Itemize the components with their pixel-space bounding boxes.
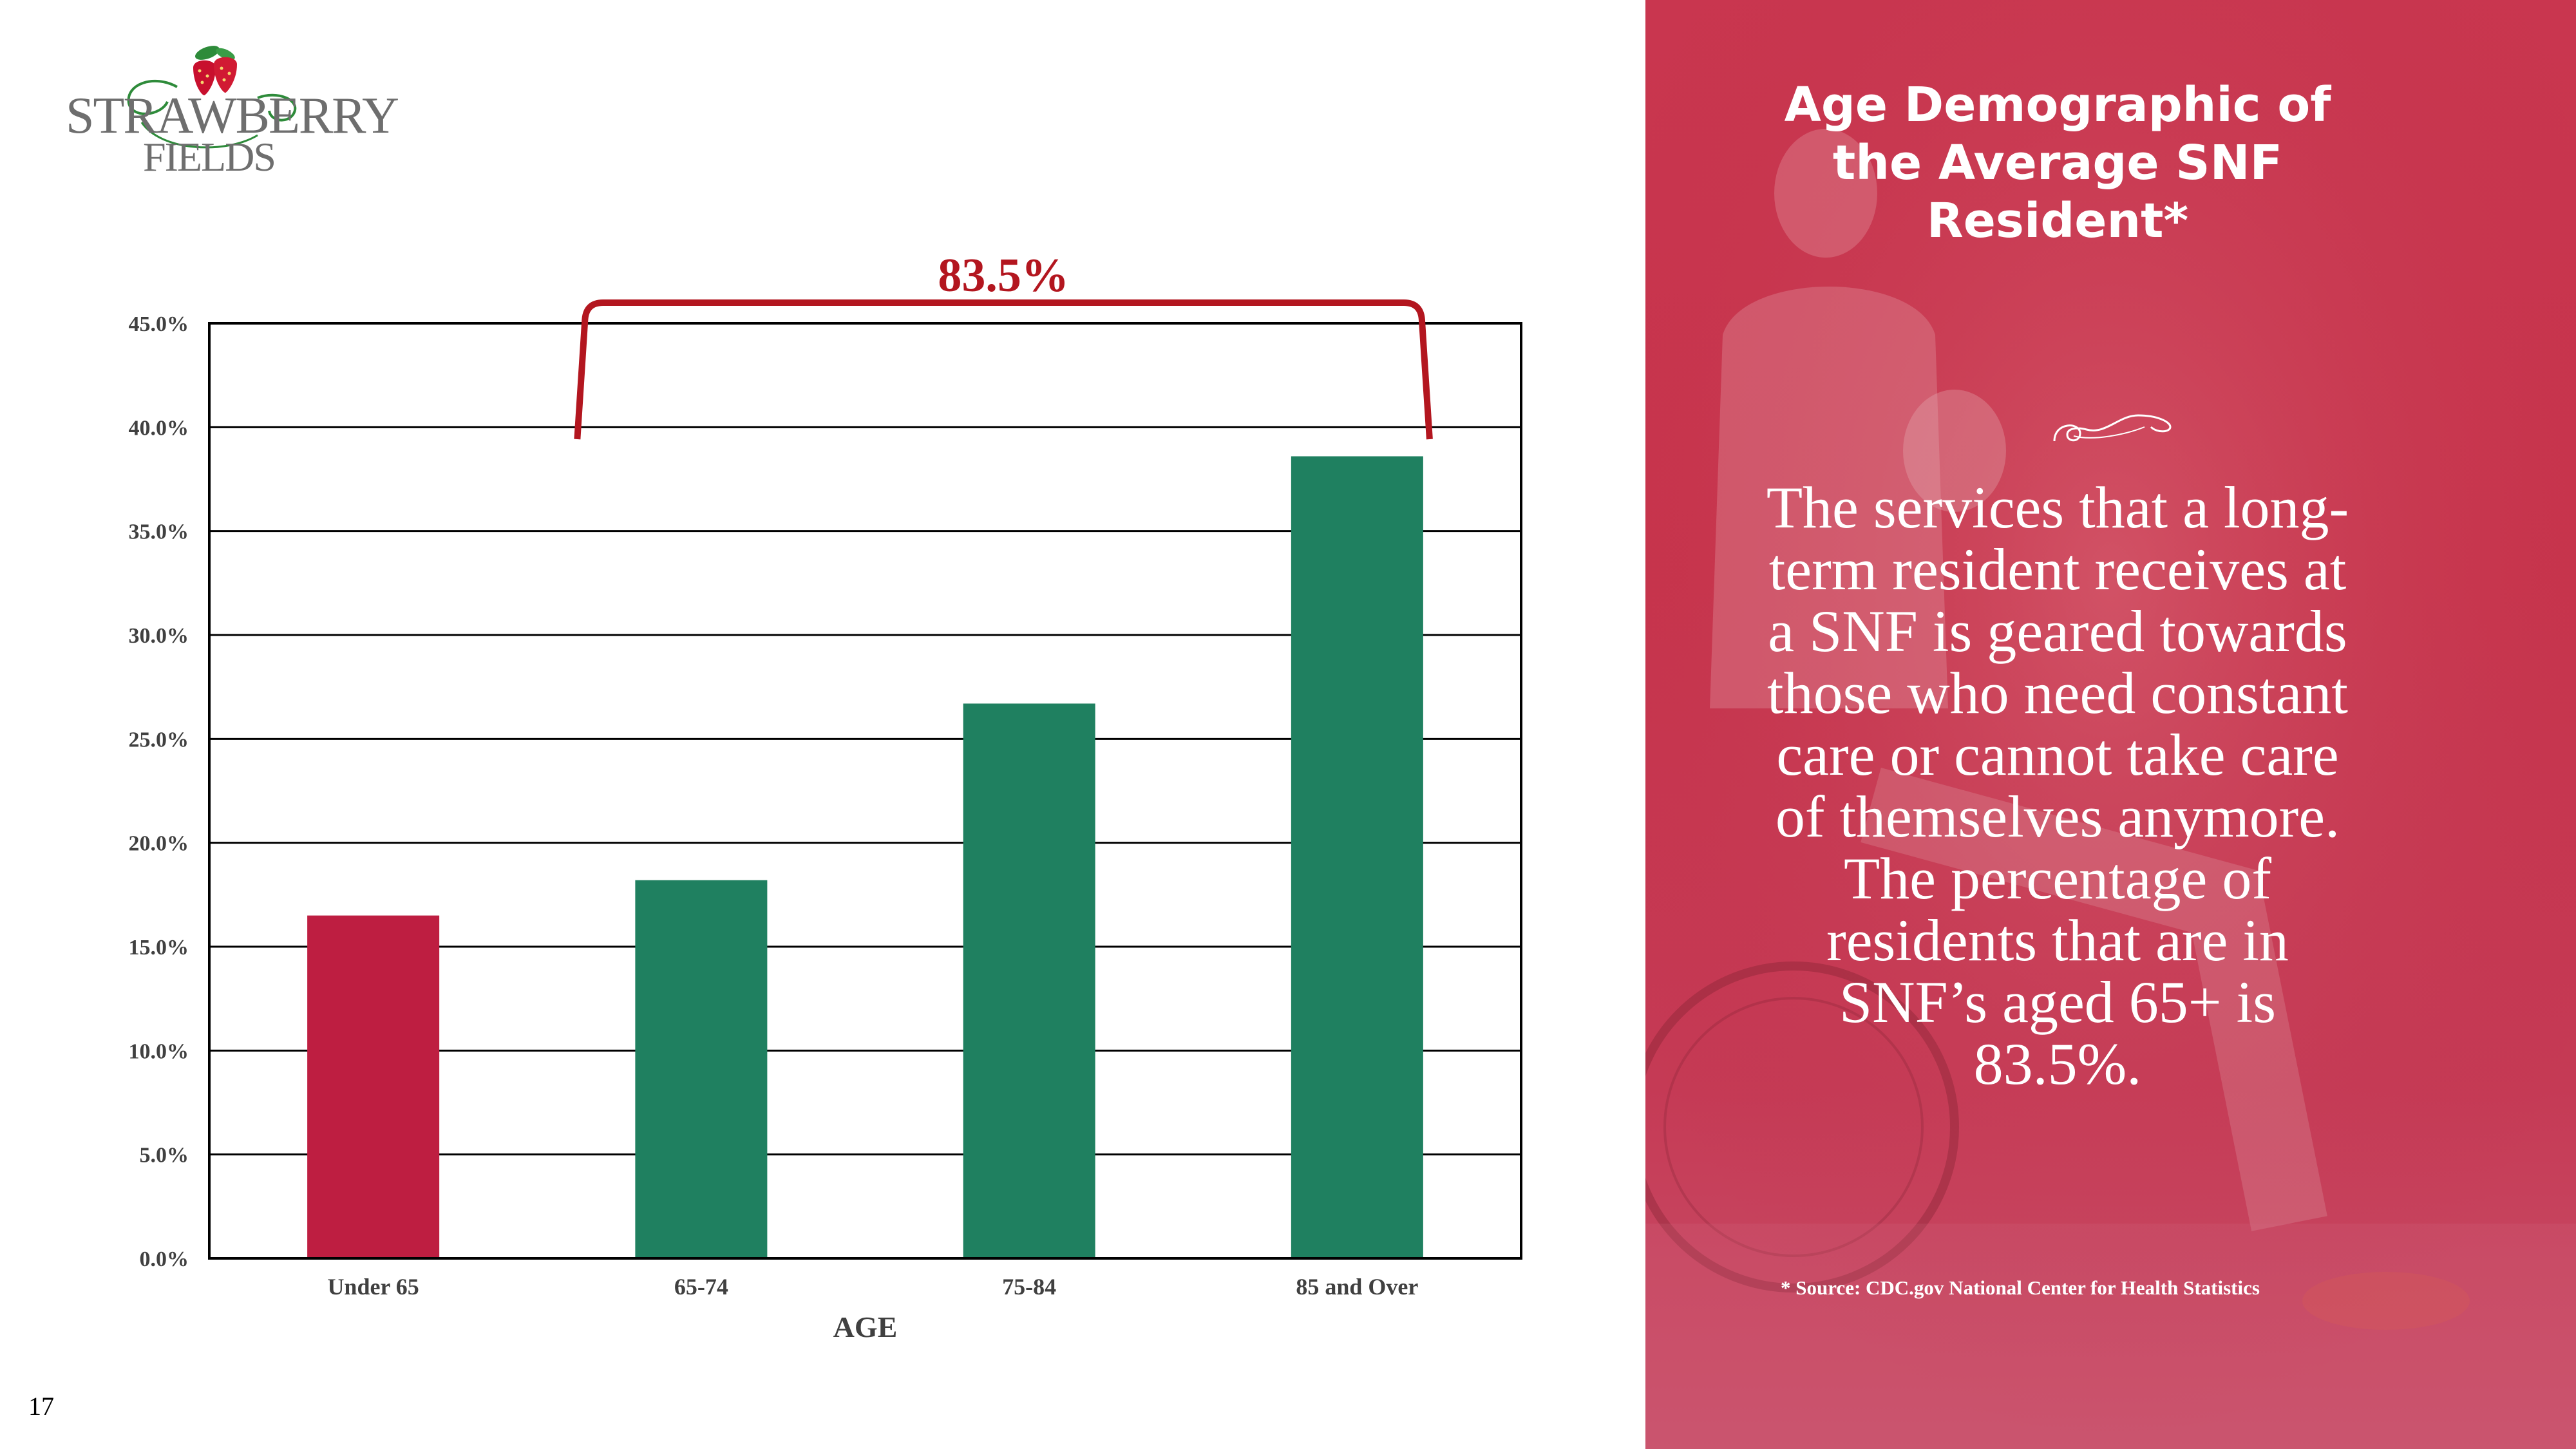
y-axis-ticks: 0.0% 5.0% 10.0% 15.0% 20.0% 25.0% 30.0% 35.0% 40… <box>129 312 189 1271</box>
x-category-label: 65-74 <box>674 1274 728 1300</box>
logo-wordmark-line2: FIELDS <box>143 134 276 180</box>
y-tick-label: 35.0% <box>129 520 189 544</box>
source-note: * Source: CDC.gov National Center for He… <box>1781 1276 2260 1299</box>
y-tick-label: 5.0% <box>140 1144 189 1168</box>
bar-85-and-over <box>1291 456 1423 1259</box>
y-tick-label: 45.0% <box>129 312 189 336</box>
chart-bars <box>307 456 1423 1259</box>
plot-frame <box>208 322 1522 1260</box>
bar-under-65 <box>307 915 440 1258</box>
y-tick-label: 10.0% <box>129 1039 189 1063</box>
y-tick-label: 40.0% <box>129 416 189 440</box>
bracket-annotation <box>574 299 1433 440</box>
bar-65-74 <box>635 880 768 1258</box>
info-panel: Age Demographic of the Average SNF Resid… <box>1645 0 2576 1449</box>
y-tick-label: 25.0% <box>129 728 189 752</box>
panel-body-text: The services that a long-term resident r… <box>1766 475 2349 1097</box>
strawberry-icon <box>127 46 297 149</box>
x-category-label: 75-84 <box>1002 1274 1056 1300</box>
bar-75-84 <box>963 703 1095 1258</box>
caregiver-photo-background <box>1645 0 2576 1449</box>
y-tick-label: 30.0% <box>129 624 189 648</box>
flourish-ornament-icon <box>2053 414 2172 442</box>
age-bar-chart: 0.0% 5.0% 10.0% 15.0% 20.0% 25.0% 30.0% 35.0% 40… <box>129 249 1522 1343</box>
x-category-label: Under 65 <box>327 1274 419 1300</box>
y-tick-label: 20.0% <box>129 832 189 856</box>
logo-wordmark-line1: STRAWBERRY <box>66 88 399 144</box>
panel-title: Age Demographic of the Average SNF Resid… <box>1784 77 2331 249</box>
y-tick-label: 0.0% <box>140 1247 189 1271</box>
bracket-annotation-label: 83.5% <box>938 249 1069 302</box>
x-axis-title: AGE <box>833 1311 898 1343</box>
strawberry-fields-logo: STRAWBERRY FIELDS <box>64 39 399 193</box>
page-number: 17 <box>28 1392 54 1421</box>
x-category-label: 85 and Over <box>1296 1274 1418 1300</box>
x-axis-categories: Under 65 65-74 75-84 85 and Over <box>327 1274 1418 1300</box>
y-tick-label: 15.0% <box>129 936 189 960</box>
